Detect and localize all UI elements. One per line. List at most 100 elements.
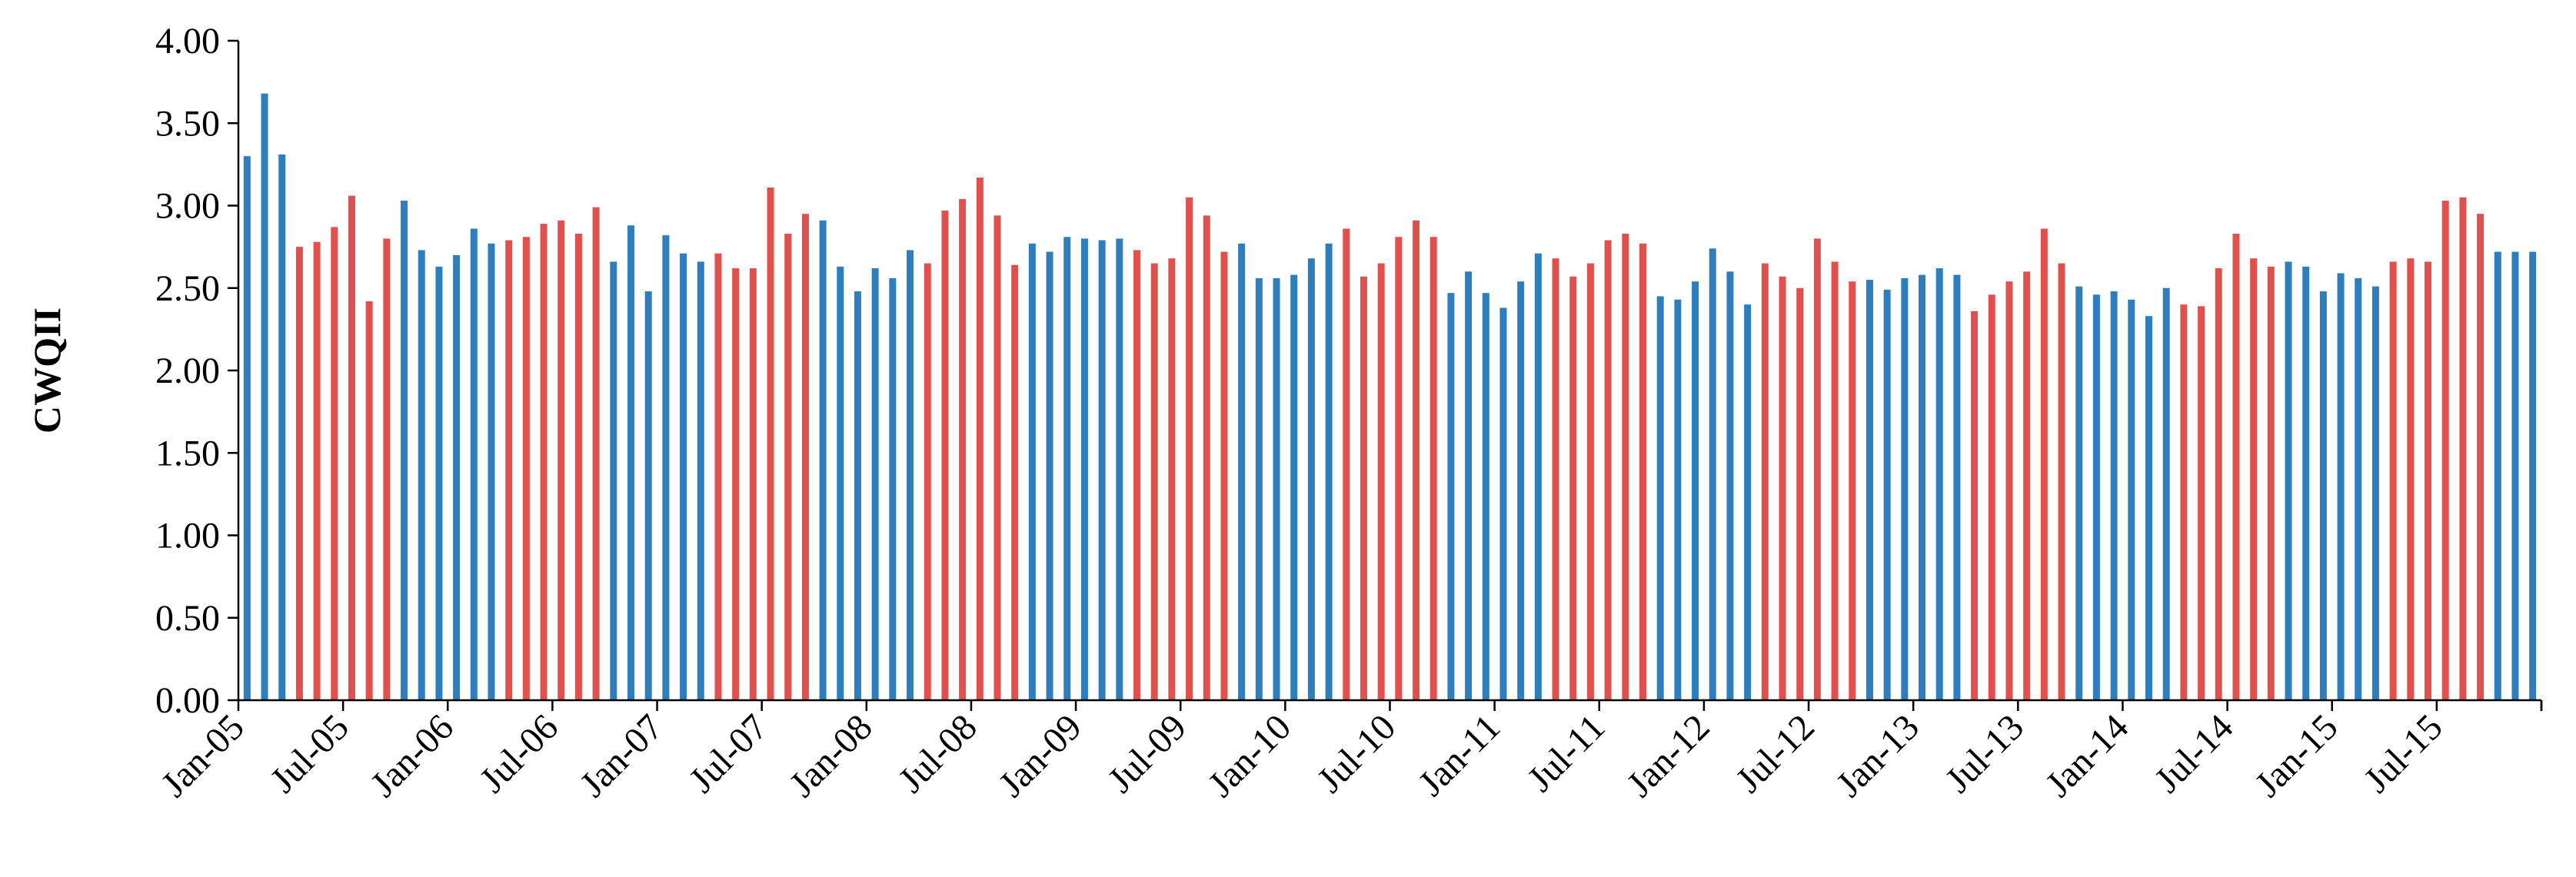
bar — [2058, 263, 2065, 701]
bar — [1744, 304, 1752, 700]
bar — [1307, 258, 1315, 700]
bar — [2319, 291, 2327, 700]
bar — [993, 215, 1001, 700]
bar — [348, 195, 355, 700]
bar — [959, 198, 967, 700]
bar — [1831, 261, 1839, 700]
bar — [1883, 289, 1891, 700]
bar — [278, 154, 286, 700]
bar — [2337, 273, 2345, 700]
bar — [557, 220, 565, 700]
bar — [1429, 237, 1437, 700]
bar — [2355, 277, 2362, 700]
x-tick-label: Jul-06 — [472, 706, 566, 800]
x-tick-label: Jan-08 — [782, 706, 880, 805]
bar — [2494, 251, 2501, 700]
bar — [1343, 228, 1350, 700]
bar — [1046, 251, 1053, 700]
bar — [2302, 266, 2310, 700]
bar — [854, 291, 861, 700]
x-tick-label: Jan-12 — [1619, 706, 1718, 805]
bar — [2389, 261, 2397, 700]
bar — [1779, 276, 1786, 700]
bar — [2092, 294, 2100, 701]
bar — [1709, 248, 1716, 700]
bar — [261, 93, 268, 700]
bar — [2128, 299, 2135, 700]
bar — [1499, 307, 1507, 700]
bar — [2180, 304, 2188, 700]
bar — [1168, 258, 1176, 700]
x-tick-label: Jan-14 — [2038, 706, 2136, 805]
bar — [2407, 258, 2415, 700]
bar — [1150, 263, 1158, 701]
x-tick-label: Jan-06 — [363, 706, 461, 805]
bar — [732, 268, 740, 700]
bar — [1988, 294, 1995, 701]
bar — [505, 240, 513, 700]
y-tick-label: 0.50 — [155, 598, 220, 639]
bar — [331, 227, 338, 700]
x-tick-label: Jul-15 — [2356, 706, 2450, 800]
bar — [2040, 228, 2048, 700]
bar — [2459, 197, 2467, 700]
bar — [401, 201, 408, 700]
x-tick-label: Jan-07 — [572, 706, 671, 805]
bar — [610, 261, 617, 700]
y-tick-label: 0.00 — [155, 680, 220, 721]
bar — [1203, 215, 1210, 700]
bar — [697, 261, 704, 700]
bar — [592, 207, 600, 700]
x-tick-label: Jan-09 — [991, 706, 1090, 805]
bar — [2215, 268, 2222, 700]
bar — [1482, 293, 1489, 700]
bar — [418, 250, 425, 700]
bars — [243, 93, 2537, 701]
bar — [1901, 277, 1909, 700]
y-tick-label: 1.50 — [155, 433, 220, 473]
bar — [2285, 261, 2292, 700]
bar — [1186, 197, 1193, 700]
bar — [907, 250, 914, 700]
y-tick-label: 2.50 — [155, 268, 220, 309]
bar — [522, 237, 530, 700]
bar — [871, 268, 879, 700]
bar — [1273, 277, 1280, 700]
bar — [1586, 263, 1594, 701]
bar — [1692, 281, 1699, 700]
bar — [680, 253, 687, 701]
bar — [1395, 237, 1403, 700]
bar — [2425, 261, 2432, 700]
x-axis-ticks: Jan-05 Jul-05 Jan-06 Jul-06 Jan-07 Jul-07 Jan-… — [154, 700, 2543, 805]
bar — [1849, 281, 1856, 700]
bar — [662, 235, 670, 700]
bar — [1726, 271, 1734, 700]
bar — [1674, 299, 1682, 700]
bar — [1517, 281, 1525, 700]
bar — [2198, 306, 2205, 701]
bar — [784, 233, 792, 701]
y-tick-label: 4.00 — [155, 21, 220, 61]
bar — [767, 187, 774, 700]
bar — [1098, 240, 1106, 700]
bar — [2267, 266, 2275, 700]
y-tick-label: 3.50 — [155, 103, 220, 144]
bar — [1133, 250, 1140, 700]
bar — [1656, 296, 1664, 701]
bar — [1360, 276, 1367, 700]
x-tick-label: Jul-11 — [1519, 706, 1612, 799]
x-tick-label: Jul-09 — [1100, 706, 1194, 800]
bar — [2371, 286, 2379, 700]
bar — [2075, 286, 2083, 700]
bar — [1639, 243, 1646, 701]
bar — [243, 156, 251, 700]
bar — [1290, 274, 1298, 701]
bar — [2529, 251, 2537, 700]
bar — [435, 266, 443, 700]
bar — [1935, 268, 1943, 700]
bar — [1413, 220, 1420, 700]
bar — [976, 178, 983, 700]
bar — [540, 224, 547, 701]
y-axis-ticks: 0.00 0.50 1.00 1.50 2.00 2.50 3.00 3.50 4.00 — [155, 21, 238, 721]
x-tick-label: Jul-07 — [681, 706, 775, 800]
